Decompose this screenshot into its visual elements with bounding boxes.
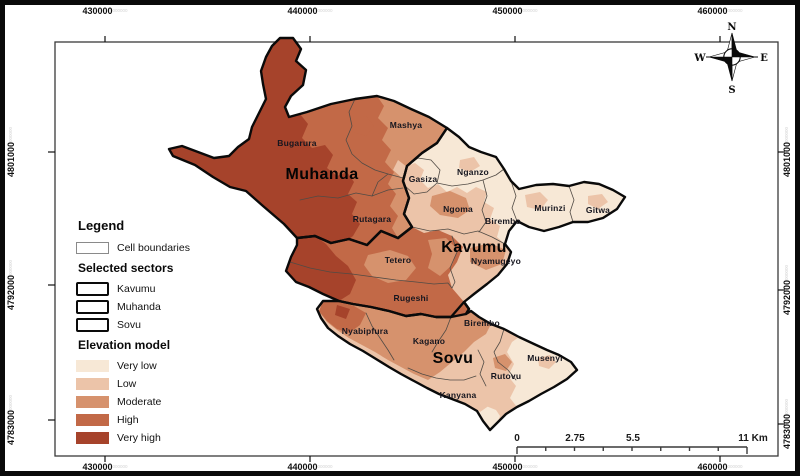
legend: Legend Cell boundaries Selected sectors … <box>76 218 226 447</box>
cell-label: Birembo <box>485 216 521 226</box>
legend-elevation-items: Very low Low Moderate High Very high <box>76 357 226 447</box>
axis-label: 4792000000000 <box>782 264 792 315</box>
cell-boundaries <box>289 98 575 387</box>
compass-s: S <box>728 85 735 96</box>
elevation-swatch-label: Moderate <box>117 396 162 408</box>
compass-e: E <box>760 53 768 64</box>
cell-label: Rutovu <box>491 371 521 381</box>
axis-label: 460000000000 <box>697 462 743 472</box>
cell-label: Musenyi <box>527 353 562 363</box>
axis-label: 4783000000000 <box>6 394 16 445</box>
scale-bar: 0 2.75 5.5 11 Km <box>514 433 768 454</box>
legend-title: Legend <box>78 218 125 233</box>
elevation-swatch-label: High <box>117 414 139 426</box>
sector-swatch-label: Muhanda <box>117 301 161 313</box>
elevation-muhanda <box>169 38 447 243</box>
axis-top: 430000000000 440000000000 450000000000 4600… <box>82 6 743 42</box>
axis-label: 4801000000000 <box>782 126 792 177</box>
selected-sectors-heading: Selected sectors <box>78 261 174 275</box>
axis-label: 4783000000000 <box>782 398 792 449</box>
axis-label: 440000000000 <box>287 462 333 472</box>
elevation-sovu <box>319 301 577 430</box>
scale-label: 11 Km <box>738 433 768 444</box>
axis-label: 460000000000 <box>697 6 743 16</box>
sector-label: Muhanda <box>285 166 358 183</box>
elevation-swatch-label: Very high <box>117 432 161 444</box>
cell-label: Rugeshi <box>394 293 429 303</box>
sector-swatch <box>76 300 109 314</box>
axis-label: 4792000000000 <box>6 259 16 310</box>
axis-label: 440000000000 <box>287 6 333 16</box>
elevation-swatch <box>76 396 109 408</box>
axis-bottom: 430000000000 440000000000 450000000000 4600… <box>82 456 743 472</box>
legend-item: Muhanda <box>76 298 226 316</box>
cell-labels: Bugarura Mashya Gasiza Nganzo Ngoma Murinzi Gi… <box>277 120 610 400</box>
sector-labels: Muhanda Kavumu Sovu <box>285 166 506 367</box>
elevation-swatch <box>76 360 109 372</box>
axis-label: 430000000000 <box>82 462 128 472</box>
cell-label: Murinzi <box>534 203 565 213</box>
map-body: Bugarura Mashya Gasiza Nganzo Ngoma Murinzi Gi… <box>167 36 627 432</box>
cell-label: Gasiza <box>409 174 438 184</box>
axis-right: 4801000000000 4792000000000 4783000000000 <box>778 126 792 449</box>
legend-item: Low <box>76 375 226 393</box>
legend-item: Kavumu <box>76 280 226 298</box>
sector-label: Sovu <box>433 350 474 367</box>
compass-rose: N S W E <box>693 22 768 96</box>
cell-label: Bugarura <box>277 138 316 148</box>
elevation-swatch <box>76 432 109 444</box>
elevation-model-heading: Elevation model <box>78 338 171 352</box>
cell-boundaries-label: Cell boundaries <box>117 242 190 254</box>
scale-label: 5.5 <box>626 433 640 444</box>
legend-item: Moderate <box>76 393 226 411</box>
cell-label: Rutagara <box>353 214 392 224</box>
elevation-swatch <box>76 378 109 390</box>
elevation-swatch <box>76 414 109 426</box>
sector-swatch <box>76 318 109 332</box>
sector-swatch <box>76 282 109 296</box>
cell-label: Birembo <box>464 318 500 328</box>
axis-left: 4801000000000 4792000000000 4783000000000 <box>6 126 55 445</box>
compass-w: W <box>693 53 706 64</box>
cell-boundaries-swatch <box>76 242 109 254</box>
cell-label: Tetero <box>385 255 412 265</box>
cell-label: Nyabipfura <box>342 326 388 336</box>
sector-label: Kavumu <box>441 239 507 256</box>
elevation-swatch-label: Very low <box>117 360 157 372</box>
elevation-swatch-label: Low <box>117 378 137 390</box>
cell-label: Ngoma <box>443 204 473 214</box>
axis-label: 430000000000 <box>82 6 128 16</box>
axis-label: 4801000000000 <box>6 126 16 177</box>
scale-label: 2.75 <box>565 433 585 444</box>
cell-label: Nyamugeyo <box>471 256 521 266</box>
sector-swatch-label: Sovu <box>117 319 141 331</box>
axis-label: 450000000000 <box>492 462 538 472</box>
legend-item: Very low <box>76 357 226 375</box>
cell-label: Kagano <box>413 336 445 346</box>
legend-item: Very high <box>76 429 226 447</box>
cell-label: Gitwa <box>586 205 610 215</box>
cell-label: Nganzo <box>457 167 489 177</box>
legend-item: Sovu <box>76 316 226 334</box>
legend-item: High <box>76 411 226 429</box>
cell-label: Kanyana <box>440 390 477 400</box>
compass-n: N <box>727 22 736 33</box>
cell-label: Mashya <box>390 120 422 130</box>
sector-swatch-label: Kavumu <box>117 283 156 295</box>
legend-item-cell-boundaries: Cell boundaries <box>76 239 226 257</box>
axis-label: 450000000000 <box>492 6 538 16</box>
legend-sector-items: Kavumu Muhanda Sovu <box>76 280 226 334</box>
scale-label: 0 <box>514 433 520 444</box>
